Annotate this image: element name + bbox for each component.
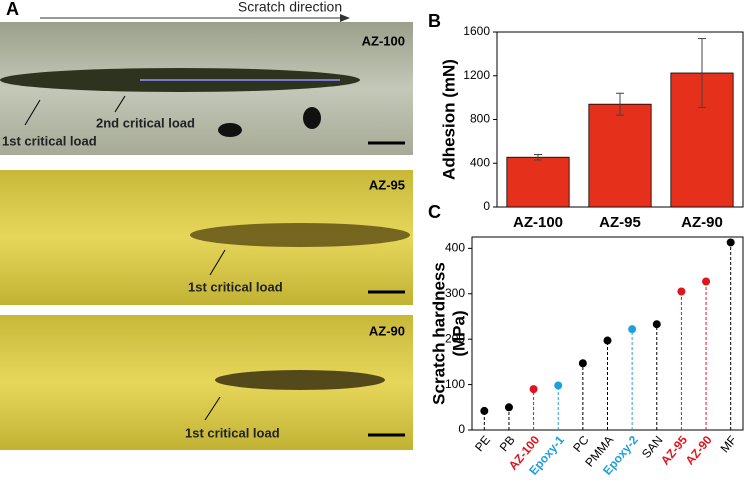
y-axis-label: (MPa) — [449, 310, 468, 356]
x-tick-label: PC — [570, 433, 592, 455]
y-tick-label: 1200 — [463, 68, 490, 82]
y-tick-label: 1600 — [463, 24, 490, 38]
y-axis-label: Adhesion (mN) — [439, 59, 458, 180]
x-tick-label: AZ-95 — [599, 214, 641, 231]
pointer — [209, 249, 226, 276]
y-tick-label: 0 — [458, 422, 465, 436]
y-tick-label: 300 — [445, 286, 465, 300]
x-tick-label: MF — [718, 433, 740, 455]
x-tick-label: AZ-90 — [681, 214, 723, 231]
point — [529, 385, 538, 394]
bar — [588, 103, 652, 208]
x-tick-label: AZ-95 — [658, 433, 690, 468]
point — [578, 359, 587, 368]
point — [726, 238, 735, 247]
arrow-head — [340, 14, 350, 22]
sample-label: AZ-95 — [369, 177, 405, 192]
bar — [506, 156, 570, 208]
pointer — [204, 396, 221, 421]
point — [504, 403, 513, 412]
point — [628, 325, 637, 334]
plot-frame — [471, 236, 744, 431]
point — [554, 381, 563, 390]
panel-letter: B — [428, 11, 441, 31]
annotation: 1st critical load — [2, 133, 97, 148]
panel-letter: C — [428, 202, 441, 222]
sample-label: AZ-100 — [362, 33, 405, 48]
point — [480, 406, 489, 415]
point — [652, 320, 661, 329]
scratch — [190, 223, 410, 247]
arrow-label: Scratch direction — [238, 0, 342, 15]
panel-letter: A — [6, 0, 19, 19]
y-tick-label: 200 — [445, 331, 465, 345]
y-tick-label: 0 — [483, 199, 490, 213]
y-tick-label: 100 — [445, 377, 465, 391]
y-tick-label: 400 — [470, 155, 490, 169]
y-axis-label: Scratch hardness — [429, 262, 448, 405]
point — [702, 277, 711, 286]
defect — [303, 107, 321, 129]
annotation: 2nd critical load — [96, 115, 195, 130]
annotation: 1st critical load — [185, 425, 280, 440]
defect — [218, 123, 242, 137]
point — [603, 336, 612, 345]
sample-label: AZ-90 — [369, 323, 405, 338]
y-tick-label: 800 — [470, 112, 490, 126]
scratch — [215, 370, 385, 390]
annotation: 1st critical load — [188, 279, 283, 294]
x-tick-label: PE — [472, 433, 493, 454]
y-tick-label: 400 — [445, 241, 465, 255]
point — [677, 287, 686, 296]
pointer — [24, 99, 41, 126]
x-tick-label: AZ-90 — [683, 433, 715, 468]
x-tick-label: PB — [497, 433, 518, 454]
pointer — [114, 95, 126, 113]
x-tick-label: AZ-100 — [513, 214, 563, 231]
